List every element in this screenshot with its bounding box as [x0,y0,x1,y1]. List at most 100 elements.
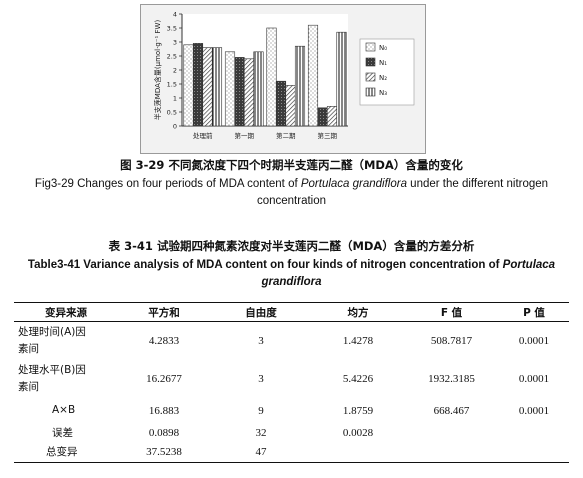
bar [234,57,245,127]
cell-f: 508.7817 [430,334,473,347]
bar [253,51,264,127]
y-tick-label: 1.5 [167,81,177,89]
y-axis-label: 半支莲MDA含量(μmol·g⁻¹ FW) [153,20,162,121]
cell-f [404,424,499,443]
cell-df: 32 [255,427,267,439]
bar [266,27,277,127]
cell-p: 0.0001 [518,404,550,417]
x-tick-label: 处理前 [193,131,213,140]
bar [307,24,319,127]
legend-swatch [365,72,376,82]
header-p: P 值 [499,302,569,322]
bar [192,43,204,127]
bar [294,45,306,127]
y-tick-label: 0.5 [167,109,177,117]
legend-swatch [365,57,376,67]
row-source: A×B [52,404,76,416]
figure-caption-en: Fig3-29 Changes on four periods of MDA c… [0,176,583,210]
table-row: 处理水平(B)因 素间 16.2677 3 5.4226 1932.3185 0.… [14,360,569,398]
x-tick-label: 第三期 [318,131,338,140]
cell-p [499,442,569,463]
y-tick-label: 0 [173,123,177,131]
table-row: A×B 16.883 9 1.8759 668.467 0.0001 [14,398,569,424]
x-tick-label: 第二期 [276,131,296,140]
legend-label: N₁ [379,59,387,67]
table-row: 误差 0.0898 32 0.0028 [14,424,569,443]
row-source: 误差 [52,426,73,439]
row-source-line1: 处理时间(A)因 [18,325,86,338]
table-caption-en-species1: Portulaca [502,259,556,271]
header-source: 变异来源 [14,302,118,322]
row-source: 总变异 [14,442,118,463]
bar [211,47,223,127]
cell-p: 0.0001 [518,334,550,347]
cell-ms [312,442,404,463]
y-tick-label: 2.5 [167,53,177,61]
cell-df: 47 [210,442,312,463]
cell-ss: 16.883 [148,404,180,417]
legend-swatch [365,42,376,52]
cell-ss: 37.5238 [118,442,210,463]
table-caption-en-species2: grandiflora [261,276,322,288]
legend-label: N₂ [379,74,387,82]
header-df: 自由度 [210,302,312,322]
row-source-line2: 素间 [18,342,39,355]
plot-area: 0 0.5 1 1.5 2 2.5 3 3.5 4 处理前 第一期 第二期 第三期 [167,11,348,140]
header-ms: 均方 [312,302,404,322]
cell-ss: 16.2677 [146,372,182,385]
figure-caption-en-post: under the different nitrogen [406,178,549,190]
figure-caption-en-species: Portulaca grandiflora [300,178,407,190]
table-row: 总变异 37.5238 47 [14,442,569,463]
cell-df: 9 [258,404,264,417]
y-tick-label: 2 [173,67,177,75]
table-caption-en-pre: Table3-41 Variance analysis of MDA conte… [27,259,503,271]
cell-p [499,424,569,443]
cell-ss: 0.0898 [148,427,180,439]
cell-p: 0.0001 [518,372,550,385]
cell-f: 1932.3185 [428,372,475,385]
bar [183,44,194,127]
figure-caption-en-line2: concentration [256,195,327,207]
figure-caption-en-pre: Fig3-29 Changes on four periods of MDA c… [34,178,301,190]
y-tick-label: 1 [173,95,177,103]
bar [317,107,328,127]
legend-label: N₀ [379,44,387,52]
mda-bar-chart: 0 0.5 1 1.5 2 2.5 3 3.5 4 处理前 第一期 第二期 第三期 半支莲MDA含量(μ… [140,4,426,154]
row-source: 处理时间(A)因 素间 [14,322,118,360]
cell-ms: 1.8759 [342,404,374,417]
y-tick-label: 3 [173,39,177,47]
bar [336,31,347,127]
cell-df: 3 [258,372,264,385]
cell-ms: 5.4226 [342,372,374,385]
y-tick-label: 4 [173,11,177,19]
table-row: 处理时间(A)因 素间 4.2833 3 1.4278 508.7817 0.00… [14,322,569,360]
header-ss: 平方和 [118,302,210,322]
bar [202,47,213,127]
x-tick-label: 第一期 [235,131,255,140]
table-header-row: 变异来源 平方和 自由度 均方 F 值 P 值 [14,302,569,322]
row-source-line2: 素间 [18,380,39,393]
legend-swatch [365,87,376,97]
header-f: F 值 [404,302,499,322]
cell-ss: 4.2833 [148,334,180,347]
bar [285,85,296,127]
figure-caption-cn: 图 3-29 不同氮浓度下四个时期半支莲丙二醛（MDA）含量的变化 [120,158,463,172]
table-caption-en: Table3-41 Variance analysis of MDA conte… [6,257,577,291]
legend: N₀ N₁ N₂ N₃ [359,38,415,106]
y-tick-label: 3.5 [167,25,177,33]
row-source: 处理水平(B)因 素间 [14,360,118,398]
bar [275,80,287,127]
bar [243,58,255,127]
bar [224,51,236,127]
cell-ms: 0.0028 [342,427,374,439]
table-caption-cn: 表 3-41 试验期四种氮素浓度对半支莲丙二醛（MDA）含量的方差分析 [108,239,475,253]
bar [326,106,338,127]
cell-f: 668.467 [433,404,470,417]
anova-table: 变异来源 平方和 自由度 均方 F 值 P 值 处理时间(A)因 素间 4.283… [14,302,569,463]
cell-f [404,442,499,463]
legend-label: N₃ [379,89,387,97]
row-source-line1: 处理水平(B)因 [18,363,86,376]
cell-df: 3 [258,334,264,347]
cell-ms: 1.4278 [342,334,374,347]
